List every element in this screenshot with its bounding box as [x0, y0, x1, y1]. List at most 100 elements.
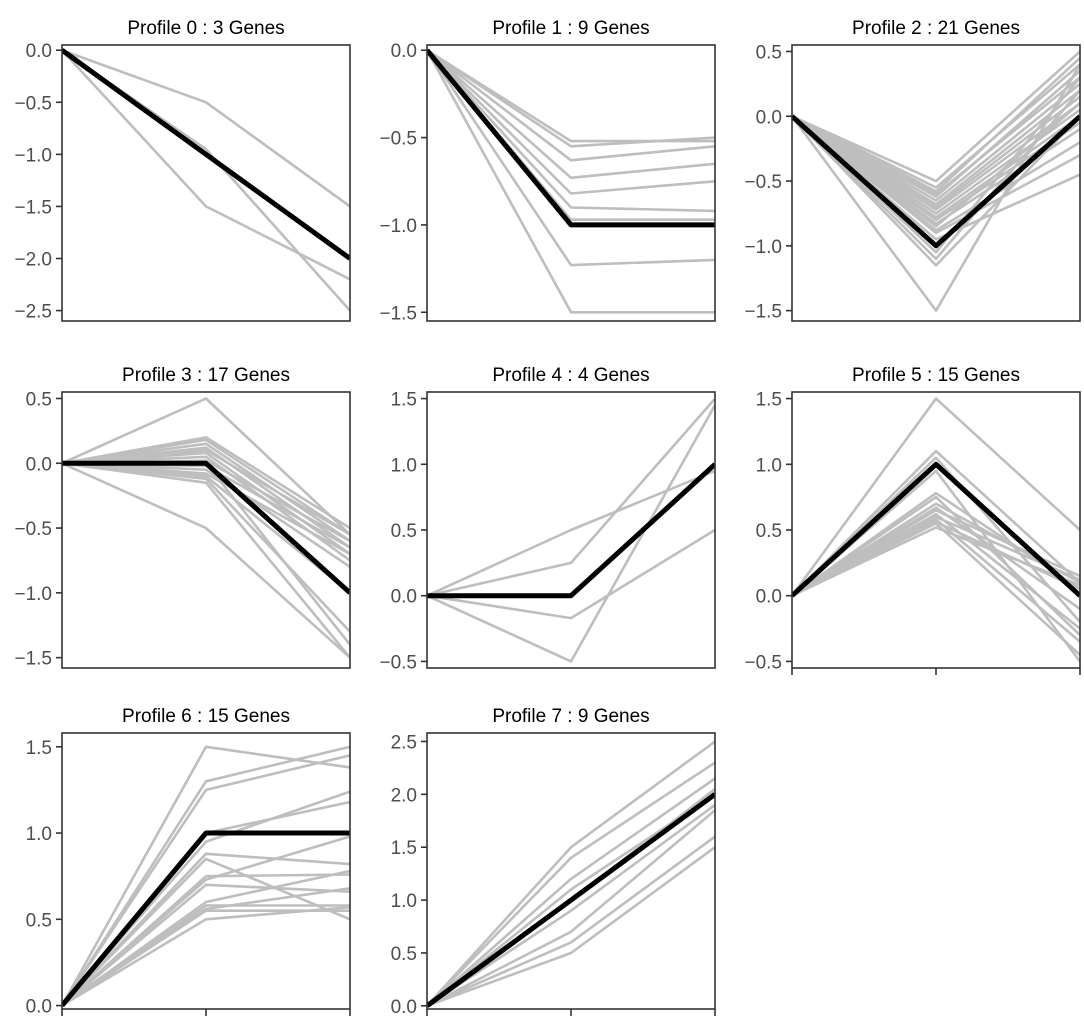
- panel-profile-3: Profile 3 : 17 Genes 0.5 0.0 −0.5 −1.0 −1.5: [14, 365, 351, 670]
- gene-line-2: [427, 397, 715, 597]
- profile-line: [792, 114, 1080, 249]
- y-tick-label: 0.5: [391, 944, 417, 965]
- profile-line: [427, 462, 715, 599]
- gene-line-2: [62, 745, 350, 1007]
- plot-area: [792, 397, 1080, 663]
- y-tick-label: 0.0: [391, 997, 417, 1018]
- y-tick-label: 0.5: [26, 389, 52, 410]
- y-tick-label: −1.5: [14, 649, 52, 670]
- gene-line-3: [62, 49, 350, 312]
- y-tick-label: 0.5: [26, 910, 52, 931]
- y-tick-label: −2.0: [14, 250, 52, 271]
- gene-line-15: [62, 462, 350, 659]
- y-tick-label: −1.5: [14, 197, 52, 218]
- y-tick-label: −0.5: [14, 93, 52, 114]
- panel-profile-7: Profile 7 : 9 Genes 2.5 2.0 1.5 1.0 0.5 0.0: [391, 706, 716, 1018]
- gene-line-9: [427, 49, 715, 314]
- gene-line-6: [427, 803, 715, 1007]
- panel-title: Profile 0 : 3 Genes: [127, 18, 284, 39]
- panel-title: Profile 7 : 9 Genes: [492, 706, 649, 727]
- y-tick-label: 1.0: [391, 455, 417, 476]
- y-tick-label: 2.0: [391, 785, 417, 806]
- gene-line-2: [427, 49, 715, 148]
- gene-line-3: [427, 528, 715, 620]
- panel-profile-5: Profile 5 : 15 Genes 1.5 1.0 0.5 0.0 −0.5: [744, 365, 1081, 675]
- profile-line: [427, 48, 715, 228]
- y-tick-label: 0.0: [391, 41, 417, 62]
- y-tick-label: −1.5: [744, 302, 782, 323]
- gene-line-1: [427, 740, 715, 1007]
- y-tick-label: 1.0: [756, 455, 782, 476]
- y-tick-label: −1.5: [379, 303, 417, 324]
- gene-line-3: [427, 49, 715, 162]
- gene-line-2: [62, 49, 350, 281]
- profile-line: [62, 830, 350, 1008]
- gene-line-5: [427, 49, 715, 195]
- panel-title: Profile 6 : 15 Genes: [122, 706, 290, 727]
- y-tick-label: 0.5: [391, 521, 417, 542]
- gene-line-9: [62, 835, 350, 1007]
- y-tick-label: 1.0: [391, 891, 417, 912]
- panel-title: Profile 5 : 15 Genes: [852, 365, 1020, 386]
- panel-title: Profile 3 : 17 Genes: [122, 365, 290, 386]
- panel-profile-0: Profile 0 : 3 Genes 0.0 −0.5 −1.0 −1.5 −2.0 −2…: [14, 18, 351, 323]
- y-tick-label: −1.0: [379, 216, 417, 237]
- y-tick-label: 0.5: [756, 42, 782, 63]
- plot-area: [62, 397, 350, 659]
- y-tick-label: 0.0: [391, 587, 417, 608]
- profile-line: [62, 460, 350, 595]
- gene-line-7: [62, 857, 350, 1007]
- y-tick-label: 1.0: [26, 824, 52, 845]
- panel-frame: [791, 44, 1081, 322]
- panel-frame: [791, 391, 1081, 669]
- panel-profile-4: Profile 4 : 4 Genes 1.5 1.0 0.5 0.0 −0.5: [379, 365, 716, 673]
- gene-line-3: [427, 777, 715, 1007]
- gene-line-21: [792, 63, 1080, 312]
- y-tick-label: 0.0: [26, 454, 52, 475]
- gene-line-16: [792, 115, 1080, 235]
- y-tick-label: 1.5: [391, 390, 417, 411]
- gene-line-3: [62, 754, 350, 1007]
- gene-line-8: [427, 835, 715, 1007]
- y-tick-label: 1.5: [391, 838, 417, 859]
- panel-profile-1: Profile 1 : 9 Genes 0.0 −0.5 −1.0 −1.5: [379, 18, 716, 324]
- y-tick-label: 1.5: [756, 390, 782, 411]
- gene-line-1: [427, 469, 715, 597]
- gene-line-17: [62, 462, 350, 659]
- gene-line-1: [62, 48, 350, 208]
- plot-area: [427, 740, 715, 1008]
- panel-profile-2: Profile 2 : 21 Genes 0.5 0.0 −0.5 −1.0 −1.5: [744, 18, 1081, 323]
- gene-line-20: [792, 115, 1080, 267]
- profile-line: [62, 48, 350, 261]
- gene-line-2: [792, 449, 1080, 597]
- panel-title: Profile 2 : 21 Genes: [852, 18, 1020, 39]
- gene-line-7: [427, 809, 715, 1007]
- plot-area: [427, 48, 715, 314]
- y-tick-label: −0.5: [744, 172, 782, 193]
- y-tick-label: 0.0: [756, 107, 782, 128]
- gene-line-10: [62, 883, 350, 1007]
- y-tick-label: 0.0: [26, 997, 52, 1018]
- y-tick-label: −0.5: [744, 652, 782, 673]
- plot-area: [62, 745, 350, 1008]
- y-tick-label: −1.0: [14, 145, 52, 166]
- y-tick-label: 0.5: [756, 521, 782, 542]
- gene-line-2: [427, 761, 715, 1007]
- panel-frame: [61, 391, 351, 669]
- gene-line-4: [427, 404, 715, 663]
- panel-frame: [426, 44, 716, 322]
- plot-area: [792, 50, 1080, 312]
- y-tick-label: −0.5: [14, 519, 52, 540]
- gene-line-4: [427, 49, 715, 180]
- y-tick-label: 1.5: [26, 738, 52, 759]
- panel-profile-6: Profile 6 : 15 Genes 1.5 1.0 0.5 0.0: [26, 706, 351, 1018]
- y-tick-label: −0.5: [379, 129, 417, 150]
- gene-line-15: [792, 526, 1080, 597]
- y-tick-label: −1.0: [14, 584, 52, 605]
- plot-area: [62, 48, 350, 312]
- gene-line-1: [62, 745, 350, 1007]
- y-tick-label: 0.0: [756, 587, 782, 608]
- profile-line: [427, 792, 715, 1008]
- gene-line-8: [427, 49, 715, 267]
